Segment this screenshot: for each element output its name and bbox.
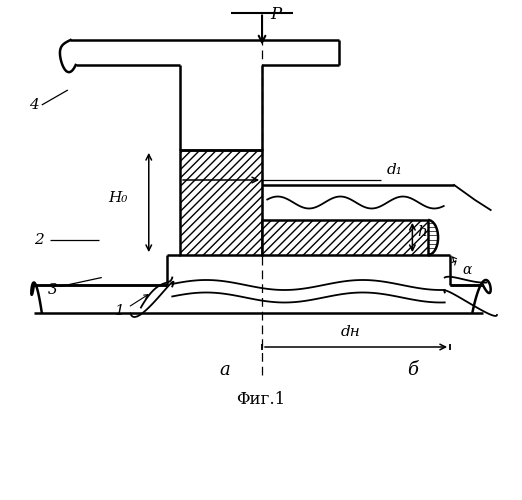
Bar [262,220,428,255]
Text: P: P [270,6,281,23]
Text: a: a [219,361,230,379]
Text: H₀: H₀ [109,190,128,204]
Text: 4: 4 [29,98,39,112]
Text: б: б [407,361,418,379]
Text: h: h [418,226,428,239]
Text: 3: 3 [48,283,57,297]
Text: d₁: d₁ [386,164,402,177]
Text: dн: dн [341,325,361,339]
Text: Φиг.1: Φиг.1 [236,392,286,408]
Bar [180,150,262,255]
Text: α: α [462,263,471,277]
Text: 1: 1 [115,304,125,318]
Text: 2: 2 [34,233,44,247]
